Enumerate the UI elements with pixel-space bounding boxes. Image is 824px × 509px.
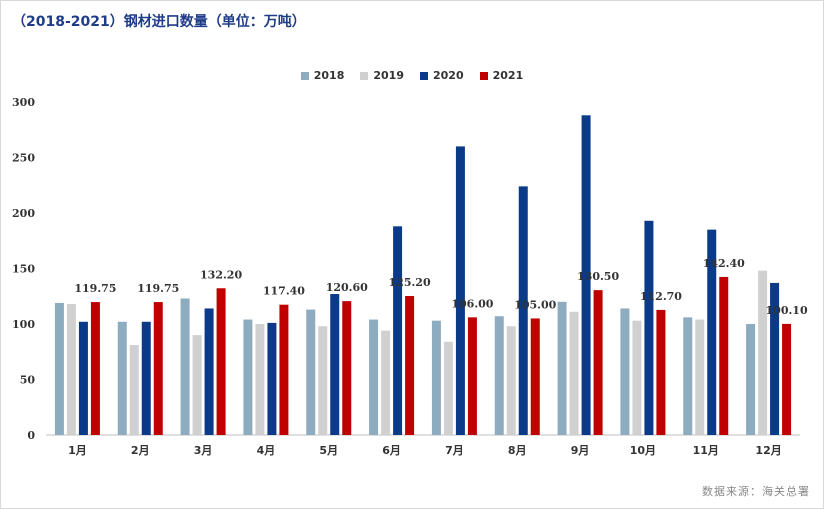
bar-2019 bbox=[695, 319, 705, 435]
bar-2020 bbox=[204, 308, 214, 435]
bar-2021 bbox=[216, 288, 226, 435]
x-tick-label: 3月 bbox=[194, 444, 213, 457]
legend-item-2021: 2021 bbox=[479, 69, 524, 82]
legend-label: 2019 bbox=[373, 69, 404, 82]
bar-2019 bbox=[129, 345, 139, 435]
legend-label: 2021 bbox=[492, 69, 524, 82]
bar-2021 bbox=[782, 323, 792, 435]
source-note: 数据来源：海关总署 bbox=[702, 485, 810, 498]
chart-title: （2018-2021）钢材进口数量（单位：万吨） bbox=[12, 14, 306, 30]
bar-2018 bbox=[117, 321, 127, 435]
bar-2020 bbox=[581, 115, 591, 435]
bar-2020 bbox=[141, 321, 151, 435]
bar-2020 bbox=[267, 322, 277, 435]
legend-swatch bbox=[420, 71, 428, 80]
bar-2019 bbox=[632, 320, 642, 435]
bar-2019 bbox=[506, 326, 516, 435]
x-tick-label: 10月 bbox=[630, 444, 656, 457]
x-tick-label: 1月 bbox=[68, 444, 87, 457]
data-label: 125.20 bbox=[389, 276, 431, 289]
x-tick-label: 6月 bbox=[382, 444, 401, 457]
bar-2019 bbox=[255, 324, 265, 435]
bar-2019 bbox=[443, 341, 453, 435]
bar-2021 bbox=[90, 302, 100, 435]
legend-item-2019: 2019 bbox=[360, 69, 404, 82]
bar-2018 bbox=[180, 298, 190, 435]
bar-2018 bbox=[431, 320, 441, 435]
bar-2020 bbox=[707, 229, 717, 435]
bar-2018 bbox=[369, 319, 379, 435]
bar-2018 bbox=[557, 301, 567, 435]
bar-2019 bbox=[192, 335, 202, 435]
bar-2020 bbox=[393, 226, 403, 435]
y-tick-label: 100 bbox=[12, 318, 35, 331]
bar-2021 bbox=[405, 296, 415, 435]
bar-2020 bbox=[644, 220, 654, 435]
data-label: 117.40 bbox=[263, 285, 305, 298]
x-tick-label: 11月 bbox=[693, 444, 719, 457]
bar-2020 bbox=[518, 186, 528, 435]
data-label: 142.40 bbox=[703, 257, 745, 270]
x-tick-label: 9月 bbox=[571, 444, 590, 457]
bar-2019 bbox=[318, 326, 328, 435]
bar-2019 bbox=[758, 270, 768, 435]
bar-2021 bbox=[279, 304, 289, 435]
bar-2019 bbox=[66, 304, 76, 435]
data-label: 100.10 bbox=[766, 304, 808, 317]
y-tick-label: 0 bbox=[27, 429, 35, 442]
bar-2018 bbox=[54, 302, 64, 435]
x-tick-label: 2月 bbox=[131, 444, 150, 457]
data-label: 119.75 bbox=[137, 282, 179, 295]
bar-2021 bbox=[342, 301, 352, 435]
x-tick-label: 8月 bbox=[508, 444, 527, 457]
legend-swatch bbox=[479, 71, 488, 80]
bar-2020 bbox=[455, 146, 465, 435]
legend-item-2018: 2018 bbox=[300, 69, 345, 82]
bar-2018 bbox=[620, 308, 630, 435]
bar-2021 bbox=[153, 302, 163, 435]
x-tick-label: 5月 bbox=[319, 444, 338, 457]
bar-2021 bbox=[593, 290, 603, 435]
bar-2018 bbox=[746, 324, 756, 435]
data-label: 119.75 bbox=[74, 282, 116, 295]
bar-2019 bbox=[381, 330, 391, 435]
bar-2021 bbox=[467, 317, 477, 435]
y-tick-label: 150 bbox=[12, 263, 35, 276]
legend-swatch bbox=[300, 71, 309, 80]
legend-swatch bbox=[360, 71, 369, 80]
data-label: 105.00 bbox=[514, 298, 556, 311]
bar-2020 bbox=[770, 282, 780, 435]
legend-label: 2018 bbox=[313, 69, 345, 82]
bar-2018 bbox=[494, 316, 504, 435]
x-tick-label: 7月 bbox=[445, 444, 464, 457]
bar-2018 bbox=[243, 319, 253, 435]
y-tick-label: 250 bbox=[12, 152, 35, 165]
x-tick-label: 12月 bbox=[755, 444, 781, 457]
data-label: 112.70 bbox=[640, 290, 682, 303]
legend-item-2020: 2020 bbox=[420, 69, 464, 82]
bar-2020 bbox=[330, 294, 340, 435]
bar-2018 bbox=[306, 309, 316, 435]
data-label: 106.00 bbox=[451, 297, 493, 310]
bar-2020 bbox=[78, 321, 88, 435]
bar-2021 bbox=[719, 276, 729, 435]
data-label: 120.60 bbox=[326, 281, 368, 294]
legend: 2018 2019 2020 2021 bbox=[0, 69, 824, 82]
y-tick-label: 200 bbox=[12, 207, 35, 220]
x-tick-label: 4月 bbox=[257, 444, 276, 457]
bar-2021 bbox=[656, 309, 666, 435]
bar-2018 bbox=[683, 317, 693, 435]
data-label: 132.20 bbox=[200, 268, 242, 281]
y-tick-label: 50 bbox=[20, 374, 36, 387]
y-tick-label: 300 bbox=[12, 96, 35, 109]
bar-2021 bbox=[530, 318, 540, 435]
data-label: 130.50 bbox=[577, 270, 619, 283]
bar-2019 bbox=[569, 311, 579, 435]
legend-label: 2020 bbox=[433, 69, 464, 82]
